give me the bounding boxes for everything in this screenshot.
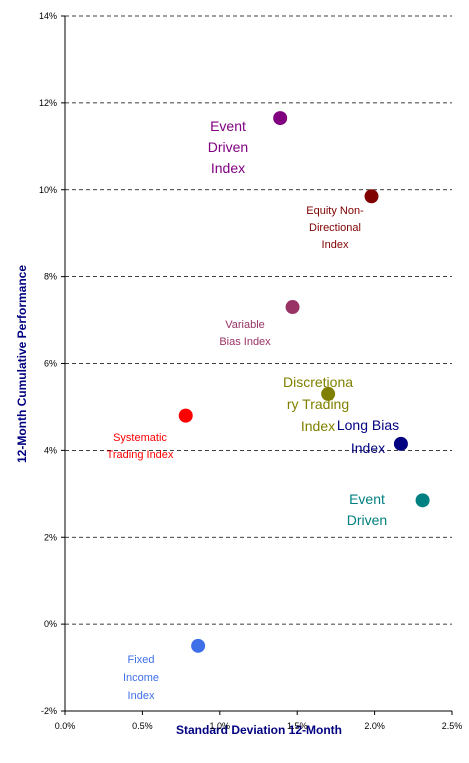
x-tick-label: 1.5% — [287, 721, 308, 731]
point-label: Index — [322, 239, 349, 251]
point-label: Index — [128, 690, 155, 702]
point-label: Fixed — [128, 654, 155, 666]
x-tick-label: 2.0% — [364, 721, 385, 731]
x-tick-label: 1.0% — [210, 721, 231, 731]
point — [393, 436, 408, 451]
point-label: Discretiona — [283, 374, 353, 390]
y-axis-title: 12-Month Cumulative Performance — [15, 265, 29, 463]
x-tick-label: 0.0% — [55, 721, 76, 731]
point — [321, 386, 336, 401]
point-label: Trading Index — [107, 449, 174, 461]
x-axis-title: Standard Deviation 12-Month — [176, 723, 342, 737]
y-tick-label: 12% — [39, 98, 57, 108]
y-tick-label: 6% — [44, 359, 57, 369]
point — [415, 493, 430, 508]
point — [178, 408, 193, 423]
point-label: Equity Non- — [306, 205, 364, 217]
x-tick-label: 0.5% — [132, 721, 153, 731]
y-tick-label: 8% — [44, 272, 57, 282]
point-label: Income — [123, 672, 159, 684]
point — [191, 638, 206, 653]
x-tick-label: 2.5% — [442, 721, 463, 731]
point-label: Driven — [347, 512, 387, 528]
point-label: Event — [349, 491, 385, 507]
point — [364, 189, 379, 204]
point-label: Event — [210, 118, 246, 134]
y-tick-label: 10% — [39, 185, 57, 195]
point-label: Index — [211, 160, 245, 176]
point-label: Directional — [309, 222, 361, 234]
point — [273, 111, 288, 126]
point-label: Systematic — [113, 432, 167, 444]
point-label: ry Trading — [287, 396, 349, 412]
point — [285, 300, 300, 315]
y-tick-label: 4% — [44, 445, 57, 455]
point-label: Index — [351, 440, 385, 456]
y-tick-label: 0% — [44, 619, 57, 629]
point-label: Driven — [208, 139, 248, 155]
y-tick-label: 2% — [44, 532, 57, 542]
point-label: Long Bias — [337, 417, 399, 433]
y-tick-label: 14% — [39, 11, 57, 21]
y-tick-label: -2% — [41, 706, 57, 716]
point-label: Index — [301, 418, 335, 434]
point-label: Bias Index — [219, 336, 271, 348]
point-label: Variable — [225, 319, 265, 331]
